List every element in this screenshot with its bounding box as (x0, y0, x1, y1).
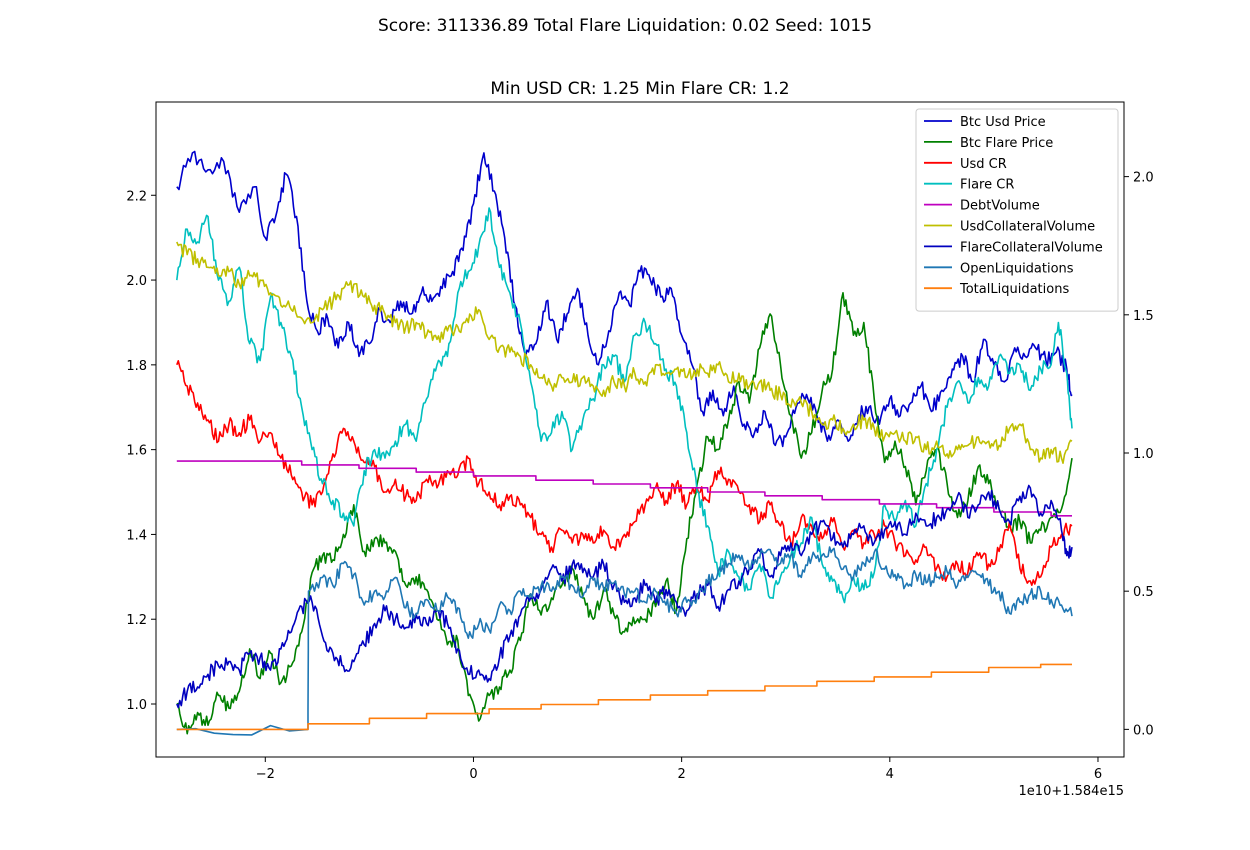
x-tick-label: 4 (886, 767, 894, 782)
y-left-tick-label: 1.2 (126, 613, 147, 628)
y-axis-right: 0.0 0.5 1.0 1.5 2.0 (1124, 171, 1154, 738)
x-tick-label: 2 (677, 767, 685, 782)
x-tick-label: 6 (1094, 767, 1102, 782)
y-left-tick-label: 2.2 (126, 189, 147, 204)
legend-label: Usd CR (960, 157, 1007, 172)
legend-label: FlareCollateralVolume (960, 240, 1103, 255)
legend-label: UsdCollateralVolume (960, 220, 1095, 235)
series-line-btc-usd-price (176, 150, 1073, 448)
legend: Btc Usd Price Btc Flare Price Usd CR Flare … (915, 108, 1119, 312)
series-line-openliquidations (176, 546, 1073, 736)
y-left-tick-label: 1.6 (126, 444, 147, 459)
x-tick-label: 0 (469, 767, 477, 782)
series-line-usd-cr (176, 360, 1073, 586)
series-line-flare-cr (176, 207, 1073, 604)
legend-label: OpenLiquidations (960, 261, 1074, 276)
x-axis: −2 0 2 4 6 (256, 757, 1102, 782)
y-right-tick-label: 2.0 (1133, 171, 1154, 186)
y-right-tick-label: 1.0 (1133, 447, 1154, 462)
y-left-tick-label: 2.0 (126, 274, 147, 289)
legend-label: Flare CR (960, 178, 1014, 193)
plot-frame (155, 101, 1125, 758)
y-left-tick-label: 1.8 (126, 359, 147, 374)
y-right-tick-label: 1.5 (1133, 309, 1154, 324)
x-axis-offset-label: 1e10+1.584e15 (1019, 784, 1124, 799)
series-line-btc-flare-price (176, 292, 1073, 735)
series-line-debtvolume (176, 460, 1072, 517)
y-right-tick-label: 0.0 (1133, 723, 1154, 738)
series-line-usdcollateralvolume (176, 241, 1073, 464)
legend-label: Btc Flare Price (960, 136, 1053, 151)
legend-label: TotalLiquidations (959, 282, 1069, 297)
figure-suptitle: Score: 311336.89 Total Flare Liquidation… (378, 16, 872, 36)
y-left-tick-label: 1.4 (126, 528, 147, 543)
plot-series-layer (176, 150, 1073, 736)
x-tick-label: −2 (256, 767, 275, 782)
y-right-tick-label: 0.5 (1133, 585, 1154, 600)
legend-label: Btc Usd Price (960, 115, 1046, 130)
y-axis-left: 1.0 1.2 1.4 1.6 1.8 2.0 2.2 (126, 189, 156, 713)
series-line-flarecollateralvolume (176, 484, 1073, 709)
chart-title: Min USD CR: 1.25 Min Flare CR: 1.2 (490, 79, 789, 99)
series-line-totalliquidations (176, 663, 1072, 731)
legend-label: DebtVolume (960, 199, 1040, 214)
y-left-tick-label: 1.0 (126, 698, 147, 713)
legend-box (915, 108, 1119, 312)
